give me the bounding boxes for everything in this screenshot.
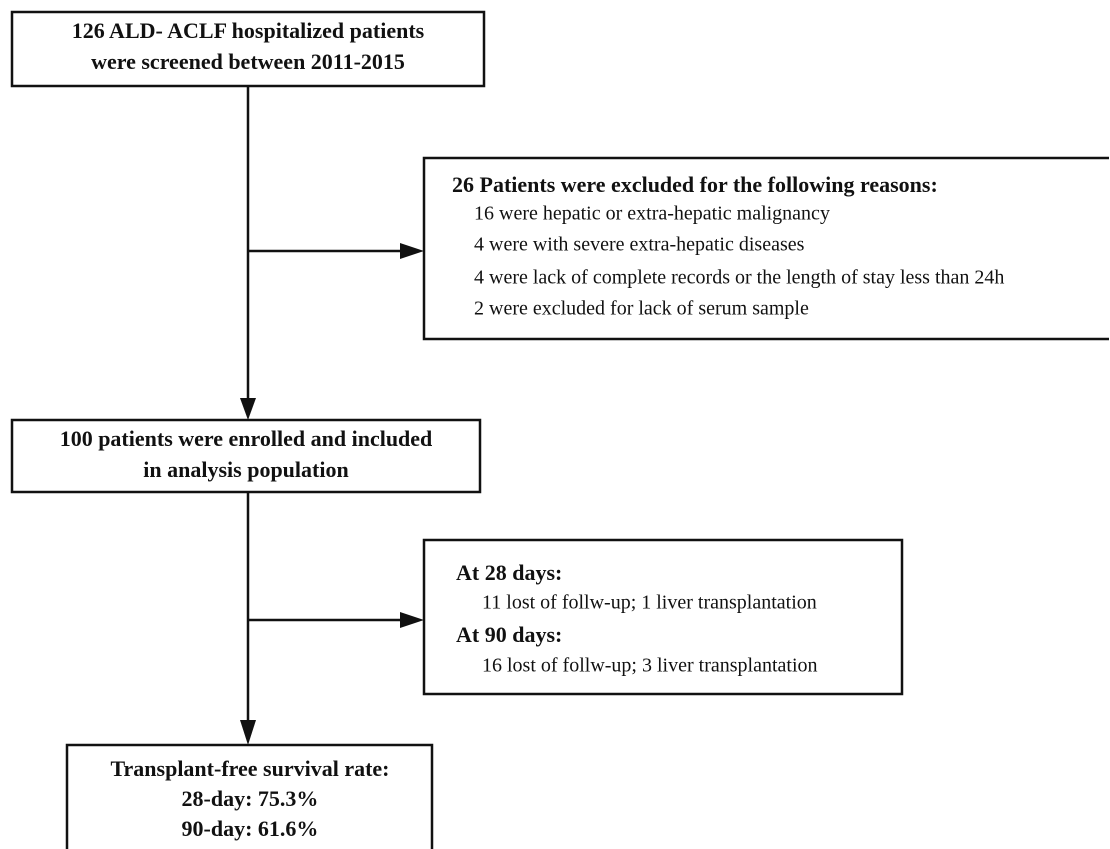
node-text: 126 ALD- ACLF hospitalized patients xyxy=(72,18,425,43)
node-text: 16 lost of follw-up; 3 liver transplanta… xyxy=(482,655,818,677)
node-text: 100 patients were enrolled and included xyxy=(60,426,433,451)
node-text: 90-day: 61.6% xyxy=(182,816,319,841)
arrowhead xyxy=(240,398,256,420)
node-text: 16 were hepatic or extra-hepatic maligna… xyxy=(474,203,830,225)
box xyxy=(65,743,434,849)
node-text: At 90 days: xyxy=(456,622,562,647)
arrowhead xyxy=(400,243,424,259)
arrowhead xyxy=(400,612,424,628)
node-text: were screened between 2011-2015 xyxy=(91,49,405,74)
node-text: 2 were excluded for lack of serum sample xyxy=(474,298,809,320)
node-text: At 28 days: xyxy=(456,560,562,585)
node-text: 4 were lack of complete records or the l… xyxy=(474,267,1004,289)
node-text: Transplant-free survival rate: xyxy=(110,756,389,781)
arrowhead xyxy=(240,720,256,745)
node-title: 26 Patients were excluded for the follow… xyxy=(452,172,938,197)
node-text: 4 were with severe extra-hepatic disease… xyxy=(474,234,805,256)
node-text: 11 lost of follw-up; 1 liver transplanta… xyxy=(482,592,817,614)
node-text: in analysis population xyxy=(143,457,348,482)
node-text: 28-day: 75.3% xyxy=(182,786,319,811)
box xyxy=(422,538,904,696)
box xyxy=(10,418,482,494)
box xyxy=(422,156,1109,341)
